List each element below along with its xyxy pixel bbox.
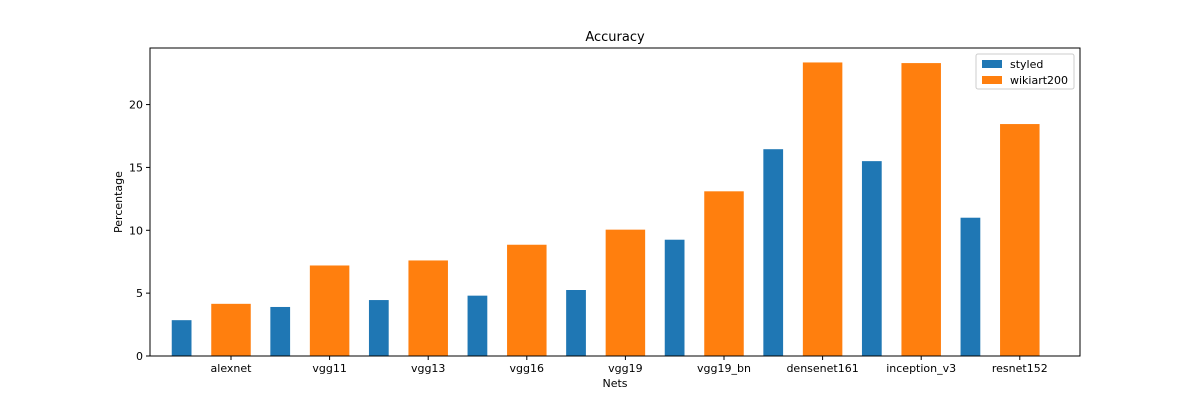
legend-swatch-styled <box>982 60 1002 68</box>
x-tick-label-inception_v3: inception_v3 <box>886 362 956 375</box>
bar-wikiart200-inception_v3 <box>901 63 941 356</box>
legend-swatch-wikiart200 <box>982 76 1002 84</box>
bar-styled-vgg19_bn <box>664 239 685 356</box>
x-tick-label-vgg11: vgg11 <box>312 362 346 375</box>
x-tick-label-vgg19_bn: vgg19_bn <box>697 362 751 375</box>
y-tick-label-15: 15 <box>129 161 143 174</box>
chart-title: Accuracy <box>585 30 645 45</box>
x-tick-label-vgg16: vgg16 <box>510 362 544 375</box>
bar-styled-densenet161 <box>763 149 784 356</box>
bar-wikiart200-vgg16 <box>507 244 547 356</box>
x-tick-label-vgg19: vgg19 <box>608 362 642 375</box>
y-tick-label-5: 5 <box>136 287 143 300</box>
x-axis-label: Nets <box>602 377 627 390</box>
y-tick-label-0: 0 <box>136 350 143 363</box>
y-axis-label: Percentage <box>112 171 125 233</box>
bar-wikiart200-densenet161 <box>802 62 843 356</box>
bar-wikiart200-vgg19_bn <box>704 191 744 356</box>
plot-frame <box>149 47 1081 357</box>
x-axis-ticks: alexnet vgg11 vgg13 vgg16 vgg19 vgg19_bn dense… <box>211 356 1048 375</box>
y-tick-label-20: 20 <box>129 99 143 112</box>
x-tick-label-resnet152: resnet152 <box>992 362 1048 375</box>
legend-label-styled: styled <box>1010 58 1043 71</box>
y-tick-label-10: 10 <box>129 224 143 237</box>
x-tick-label-alexnet: alexnet <box>211 362 253 375</box>
legend-label-wikiart200: wikiart200 <box>1010 74 1068 87</box>
bar-styled-vgg16 <box>467 295 488 356</box>
bar-styled-vgg11 <box>270 306 291 356</box>
bar-styled-vgg13 <box>368 300 389 356</box>
bar-styled-vgg19 <box>566 290 586 356</box>
bars-group <box>171 62 1040 356</box>
bar-styled-inception_v3 <box>861 161 882 356</box>
x-tick-label-densenet161: densenet161 <box>786 362 858 375</box>
bar-styled-resnet152 <box>960 217 981 356</box>
bar-wikiart200-vgg19 <box>605 229 646 356</box>
legend: styled wikiart200 <box>975 53 1075 90</box>
bar-styled-alexnet <box>171 320 192 356</box>
bar-wikiart200-resnet152 <box>1000 124 1040 356</box>
y-axis-ticks: 0 5 10 15 20 <box>129 99 150 363</box>
bar-wikiart200-vgg11 <box>309 265 350 356</box>
bar-wikiart200-vgg13 <box>408 260 448 356</box>
bar-wikiart200-alexnet <box>211 303 251 356</box>
x-tick-label-vgg13: vgg13 <box>411 362 445 375</box>
